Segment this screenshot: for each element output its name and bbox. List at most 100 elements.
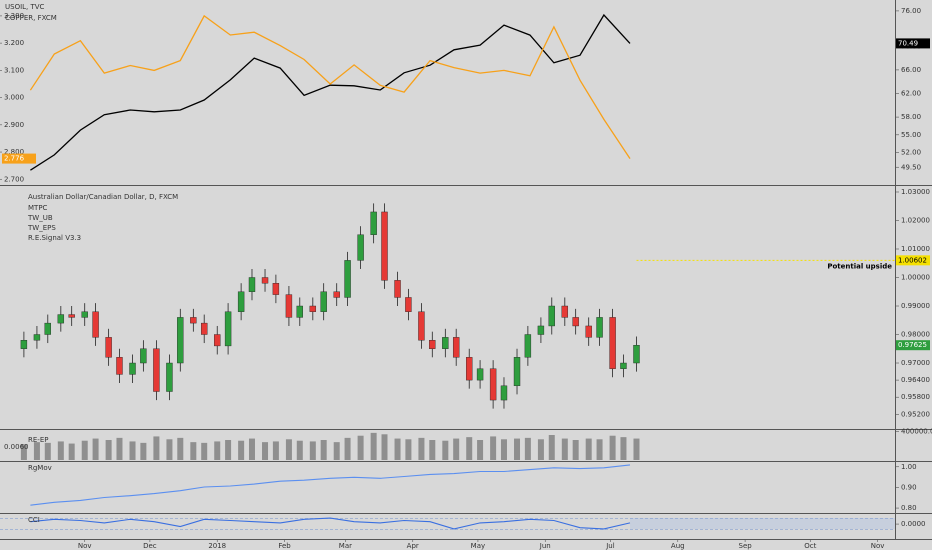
volume-bar: [44, 442, 51, 460]
price-label-box: [896, 255, 930, 266]
y-tick-label: 0.99000: [901, 302, 930, 310]
series-line: [29, 14, 631, 159]
candle-body: [140, 348, 147, 364]
price-label: 0.97625: [898, 341, 927, 349]
candle-body: [166, 362, 173, 392]
x-tick-label: 2018: [208, 542, 226, 550]
x-tick-label: Dec: [143, 542, 157, 550]
volume-bar: [105, 440, 112, 460]
volume-bar: [153, 436, 160, 460]
candle-body: [442, 337, 449, 349]
volume-bar: [129, 441, 136, 460]
volume-bar: [561, 438, 568, 460]
candle-body: [296, 305, 303, 318]
volume-bar: [272, 441, 279, 460]
candle-body: [285, 294, 293, 318]
y-tick-label: 3.200: [4, 39, 24, 47]
volume-bar: [537, 439, 544, 460]
volume-bar: [20, 444, 27, 460]
candle-body: [452, 337, 460, 358]
candle-body: [248, 277, 256, 292]
volume-bar: [477, 440, 484, 460]
indicator-name: TW_EPS: [27, 224, 56, 232]
y-tick-label: 49.50: [901, 163, 921, 171]
x-tick-label: Oct: [804, 542, 816, 550]
y-tick-label: 1.00: [901, 463, 917, 471]
y-tick-label: 1.00000: [901, 274, 930, 282]
candle-body: [357, 234, 364, 261]
candle-body: [466, 357, 473, 381]
volume-bar: [524, 437, 531, 460]
price-label: 1.00602: [898, 256, 927, 264]
x-tick-label: Sep: [739, 542, 753, 550]
candle-body: [153, 348, 160, 392]
volume-bar: [381, 434, 388, 460]
y-tick-label: 55.00: [901, 131, 921, 139]
y-tick-label: 0.80: [901, 504, 917, 512]
candle-body: [429, 340, 436, 349]
price-label-box: [896, 38, 930, 49]
y-tick-label: 1.03000: [901, 188, 930, 196]
x-tick-label: Apr: [407, 542, 419, 550]
volume-bar: [429, 440, 436, 460]
volume-bar: [285, 439, 292, 460]
x-tick-label: Nov: [78, 542, 92, 550]
annotation: Potential upside: [827, 262, 892, 270]
candle-body: [370, 211, 377, 235]
price-label: 70.49: [898, 39, 918, 47]
volume-bar: [81, 440, 88, 460]
left-label: 0.0060: [4, 443, 29, 451]
y-tick-label: 400000.0000: [901, 427, 932, 435]
volume-bar: [309, 441, 316, 460]
volume-bar: [609, 435, 616, 460]
candle-body: [57, 314, 65, 324]
volume-bar: [116, 437, 123, 460]
volume-bar: [548, 435, 555, 460]
y-tick-label: 2.700: [4, 175, 24, 183]
candle-body: [548, 305, 555, 327]
candle-body: [237, 291, 245, 312]
indicator-line: [30, 517, 631, 530]
volume-bar: [585, 438, 592, 460]
volume-bar: [405, 439, 412, 460]
candle-body: [224, 311, 232, 347]
volume-bar: [33, 442, 40, 460]
y-tick-label: 62.00: [901, 90, 921, 98]
candle-body: [489, 368, 497, 401]
volume-bar: [333, 442, 340, 460]
x-tick-label: May: [471, 542, 485, 550]
volume-bar: [248, 438, 255, 460]
volume-bar: [320, 440, 327, 460]
indicator-name: MTPC: [28, 204, 48, 212]
volume-bar: [453, 438, 460, 460]
cci-band: [630, 518, 895, 529]
y-tick-label: 3.100: [4, 66, 24, 74]
candle-body: [272, 283, 280, 295]
candle-body: [561, 305, 569, 318]
pane-title: RgMov: [28, 464, 52, 472]
volume-bar: [620, 437, 627, 460]
x-tick-label: Feb: [278, 542, 291, 550]
volume-bar: [357, 435, 364, 460]
indicator-name: R.E.Signal V3.3: [28, 234, 81, 242]
volume-bar: [418, 437, 425, 460]
candle-body: [476, 368, 484, 381]
candle-body: [320, 291, 327, 312]
volume-bar: [201, 442, 208, 460]
indicator-name: TW_UB: [27, 214, 53, 222]
candle-body: [68, 314, 75, 318]
x-tick-label: Jul: [605, 542, 615, 550]
y-tick-label: 2.900: [4, 121, 24, 129]
x-tick-label: Jun: [539, 542, 551, 550]
volume-bar: [500, 439, 507, 460]
pane-title: CCI: [28, 516, 40, 524]
candle-body: [537, 325, 545, 335]
candle-body: [513, 357, 521, 387]
y-tick-label: 1.01000: [901, 245, 930, 253]
volume-bar: [344, 437, 351, 460]
volume-bar: [596, 439, 603, 460]
candle-body: [633, 344, 640, 364]
volume-bar: [214, 441, 221, 460]
candle-body: [418, 311, 425, 341]
x-tick-label: Mar: [339, 542, 352, 550]
